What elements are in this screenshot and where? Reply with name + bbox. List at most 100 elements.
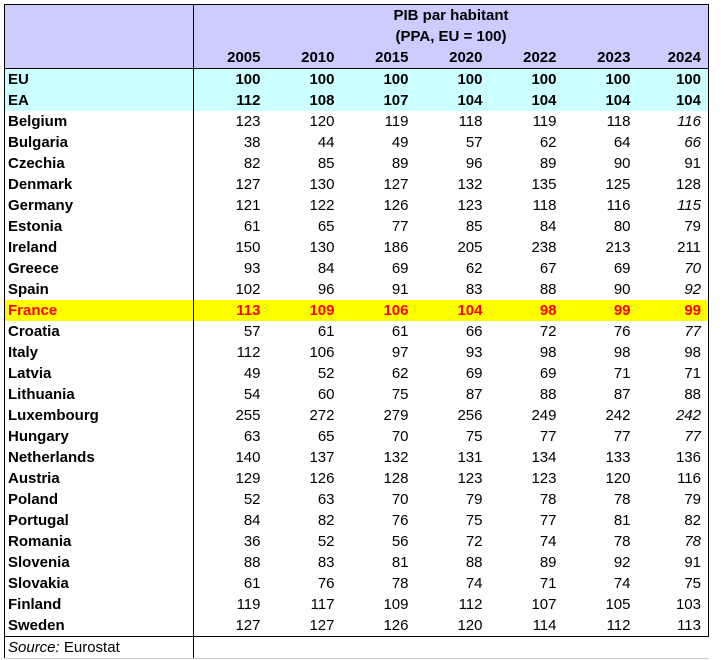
value-cell: 104 (637, 90, 709, 111)
table-row: Poland 52 63 70 79 78 78 79 (4, 489, 709, 510)
value-cell: 126 (341, 615, 416, 637)
value-cell: 122 (309, 196, 335, 214)
table-row: Hungary 63 65 70 75 77 77 77 (4, 426, 709, 447)
value-cell: 62 (391, 364, 409, 382)
value-cell: 186 (383, 238, 409, 256)
value-cell: 74 (613, 574, 631, 592)
value-cell: 65 (317, 427, 335, 445)
value-cell: 100 (341, 68, 416, 90)
header-title-row: PIB par habitant (4, 4, 709, 26)
value-cell: 93 (465, 343, 483, 361)
value-cell: 76 (613, 322, 631, 340)
value-cell: 65 (317, 217, 335, 235)
country-name: Portugal (4, 510, 194, 531)
value-cell: 113 (637, 615, 709, 637)
gdp-per-capita-table: PIB par habitant (PPA, EU = 100) 2005 201… (4, 4, 709, 659)
value-cell: 69 (465, 364, 483, 382)
value-cell: 119 (193, 594, 268, 615)
value-cell: 98 (489, 300, 564, 321)
value-cell: 79 (637, 216, 709, 237)
country-name: Spain (4, 279, 194, 300)
table-row: EU 100 100 100 100 100 100 100 (4, 68, 709, 90)
table-row: Belgium 123 120 119 118 119 118 116 (4, 111, 709, 132)
source-gap-cell (193, 636, 709, 659)
value-cell: 89 (539, 553, 557, 571)
value-cell: 88 (637, 384, 709, 405)
value-cell: 137 (309, 448, 335, 466)
value-cell: 242 (637, 405, 709, 426)
value-cell: 71 (613, 364, 631, 382)
value-cell: 125 (605, 175, 631, 193)
value-cell: 100 (489, 68, 564, 90)
value-cell: 109 (267, 300, 342, 321)
value-cell: 78 (613, 532, 631, 550)
value-cell: 98 (539, 343, 557, 361)
value-cell: 116 (637, 111, 709, 132)
value-cell: 112 (193, 90, 268, 111)
value-cell: 61 (193, 573, 268, 594)
value-cell: 104 (563, 90, 638, 111)
value-cell: 70 (391, 427, 409, 445)
source-value: Eurostat (63, 639, 120, 656)
value-cell: 109 (383, 595, 409, 613)
value-cell: 62 (539, 133, 557, 151)
value-cell: 100 (193, 68, 268, 90)
value-cell: 112 (563, 615, 638, 637)
value-cell: 78 (637, 531, 709, 552)
value-cell: 127 (193, 174, 268, 195)
value-cell: 75 (637, 573, 709, 594)
value-cell: 78 (613, 490, 631, 508)
value-cell: 117 (310, 595, 335, 613)
value-cell: 52 (193, 489, 268, 510)
value-cell: 81 (391, 553, 409, 571)
value-cell: 99 (637, 300, 709, 321)
table-row: Luxembourg 255 272 279 256 249 242 242 (4, 405, 709, 426)
value-cell: 36 (193, 531, 268, 552)
value-cell: 72 (539, 322, 557, 340)
country-name: Czechia (4, 153, 194, 174)
value-cell: 112 (193, 342, 268, 363)
value-cell: 88 (539, 280, 557, 298)
table-row: EA 112 108 107 104 104 104 104 (4, 90, 709, 111)
table-row: Portugal 84 82 76 75 77 81 82 (4, 510, 709, 531)
country-name: Croatia (4, 321, 194, 342)
value-cell: 130 (309, 175, 335, 193)
value-cell: 69 (391, 259, 409, 277)
country-name: Italy (4, 342, 194, 363)
value-cell: 150 (193, 237, 268, 258)
country-name: Luxembourg (4, 405, 194, 426)
value-cell: 118 (606, 112, 631, 130)
value-cell: 78 (391, 574, 409, 592)
value-cell: 76 (391, 511, 409, 529)
country-name: Sweden (4, 615, 194, 637)
value-cell: 69 (539, 364, 557, 382)
value-cell: 56 (391, 532, 409, 550)
value-cell: 60 (317, 385, 335, 403)
table-row: Spain 102 96 91 83 88 90 92 (4, 279, 709, 300)
value-cell: 66 (465, 322, 483, 340)
country-name: Estonia (4, 216, 194, 237)
value-cell: 61 (391, 322, 409, 340)
value-cell: 120 (309, 112, 335, 130)
value-cell: 116 (637, 468, 709, 489)
value-cell: 83 (465, 280, 483, 298)
value-cell: 82 (193, 153, 268, 174)
value-cell: 54 (193, 384, 268, 405)
year-header: 2023 (563, 47, 638, 69)
value-cell: 256 (457, 406, 483, 424)
value-cell: 92 (637, 279, 709, 300)
value-cell: 70 (391, 490, 409, 508)
table-row: Latvia 49 52 62 69 69 71 71 (4, 363, 709, 384)
table-row: Finland 119 117 109 112 107 105 103 (4, 594, 709, 615)
country-name: Slovenia (4, 552, 194, 573)
value-cell: 242 (605, 406, 631, 424)
value-cell: 98 (613, 343, 631, 361)
value-cell: 127 (383, 175, 409, 193)
country-name: EA (4, 90, 194, 111)
value-cell: 72 (465, 532, 483, 550)
year-header: 2020 (415, 47, 490, 69)
value-cell: 80 (613, 217, 631, 235)
value-cell: 211 (637, 237, 709, 258)
table-row: Romania 36 52 56 72 74 78 78 (4, 531, 709, 552)
country-name: Denmark (4, 174, 194, 195)
